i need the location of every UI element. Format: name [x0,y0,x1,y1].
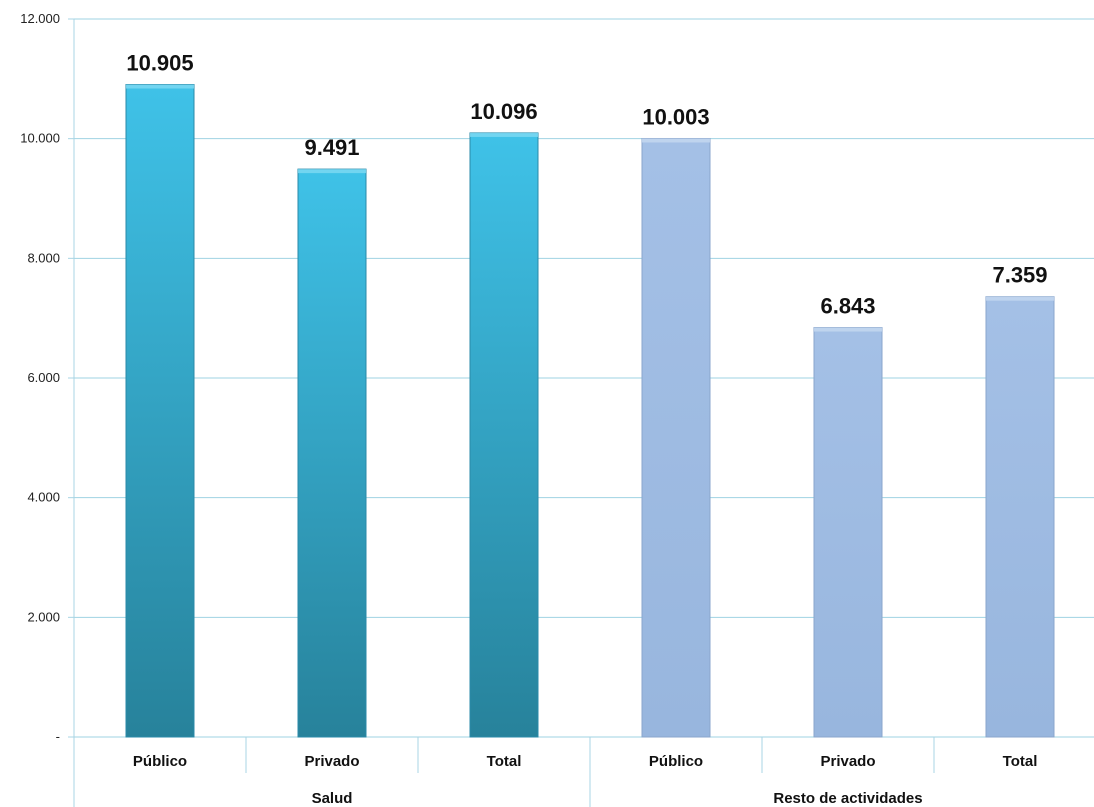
x-group-label: Resto de actividades [773,790,922,807]
x-category-label: Total [1003,753,1038,770]
x-group-label: Salud [312,790,353,807]
bar-top-highlight [814,327,882,332]
y-tick-label: 2.000 [27,609,60,624]
axes [68,18,935,807]
y-tick-label: 8.000 [27,250,60,265]
gridlines [74,18,1094,738]
data-label: 10.003 [642,104,709,129]
bar [641,137,711,738]
labels: - 2.000 4.000 6.000 8.000 10.000 12.000 10.905 P… [20,11,1047,807]
x-category-label: Privado [304,753,359,770]
x-category-label: Público [133,753,187,770]
y-tick-label: 6.000 [27,370,60,385]
bar [469,132,539,738]
bar [125,84,195,738]
bar-top-highlight [642,138,710,143]
y-tick-label: 12.000 [20,11,60,26]
bar [297,168,367,738]
x-category-label: Total [487,753,522,770]
y-tick-label: 10.000 [20,131,60,146]
bar [985,296,1055,738]
y-tick-label: 4.000 [27,490,60,505]
y-tick-label: - [56,729,60,744]
bar-top-highlight [298,169,366,174]
bar [813,327,883,738]
data-label: 9.491 [304,135,359,160]
data-label: 7.359 [992,263,1047,288]
x-category-label: Público [649,753,703,770]
data-label: 6.843 [820,294,875,319]
bar-top-highlight [986,296,1054,301]
data-label: 10.905 [126,51,193,76]
bars [125,84,1055,738]
x-category-label: Privado [820,753,875,770]
bar-top-highlight [126,84,194,89]
data-label: 10.096 [470,99,537,124]
bar-top-highlight [470,132,538,137]
